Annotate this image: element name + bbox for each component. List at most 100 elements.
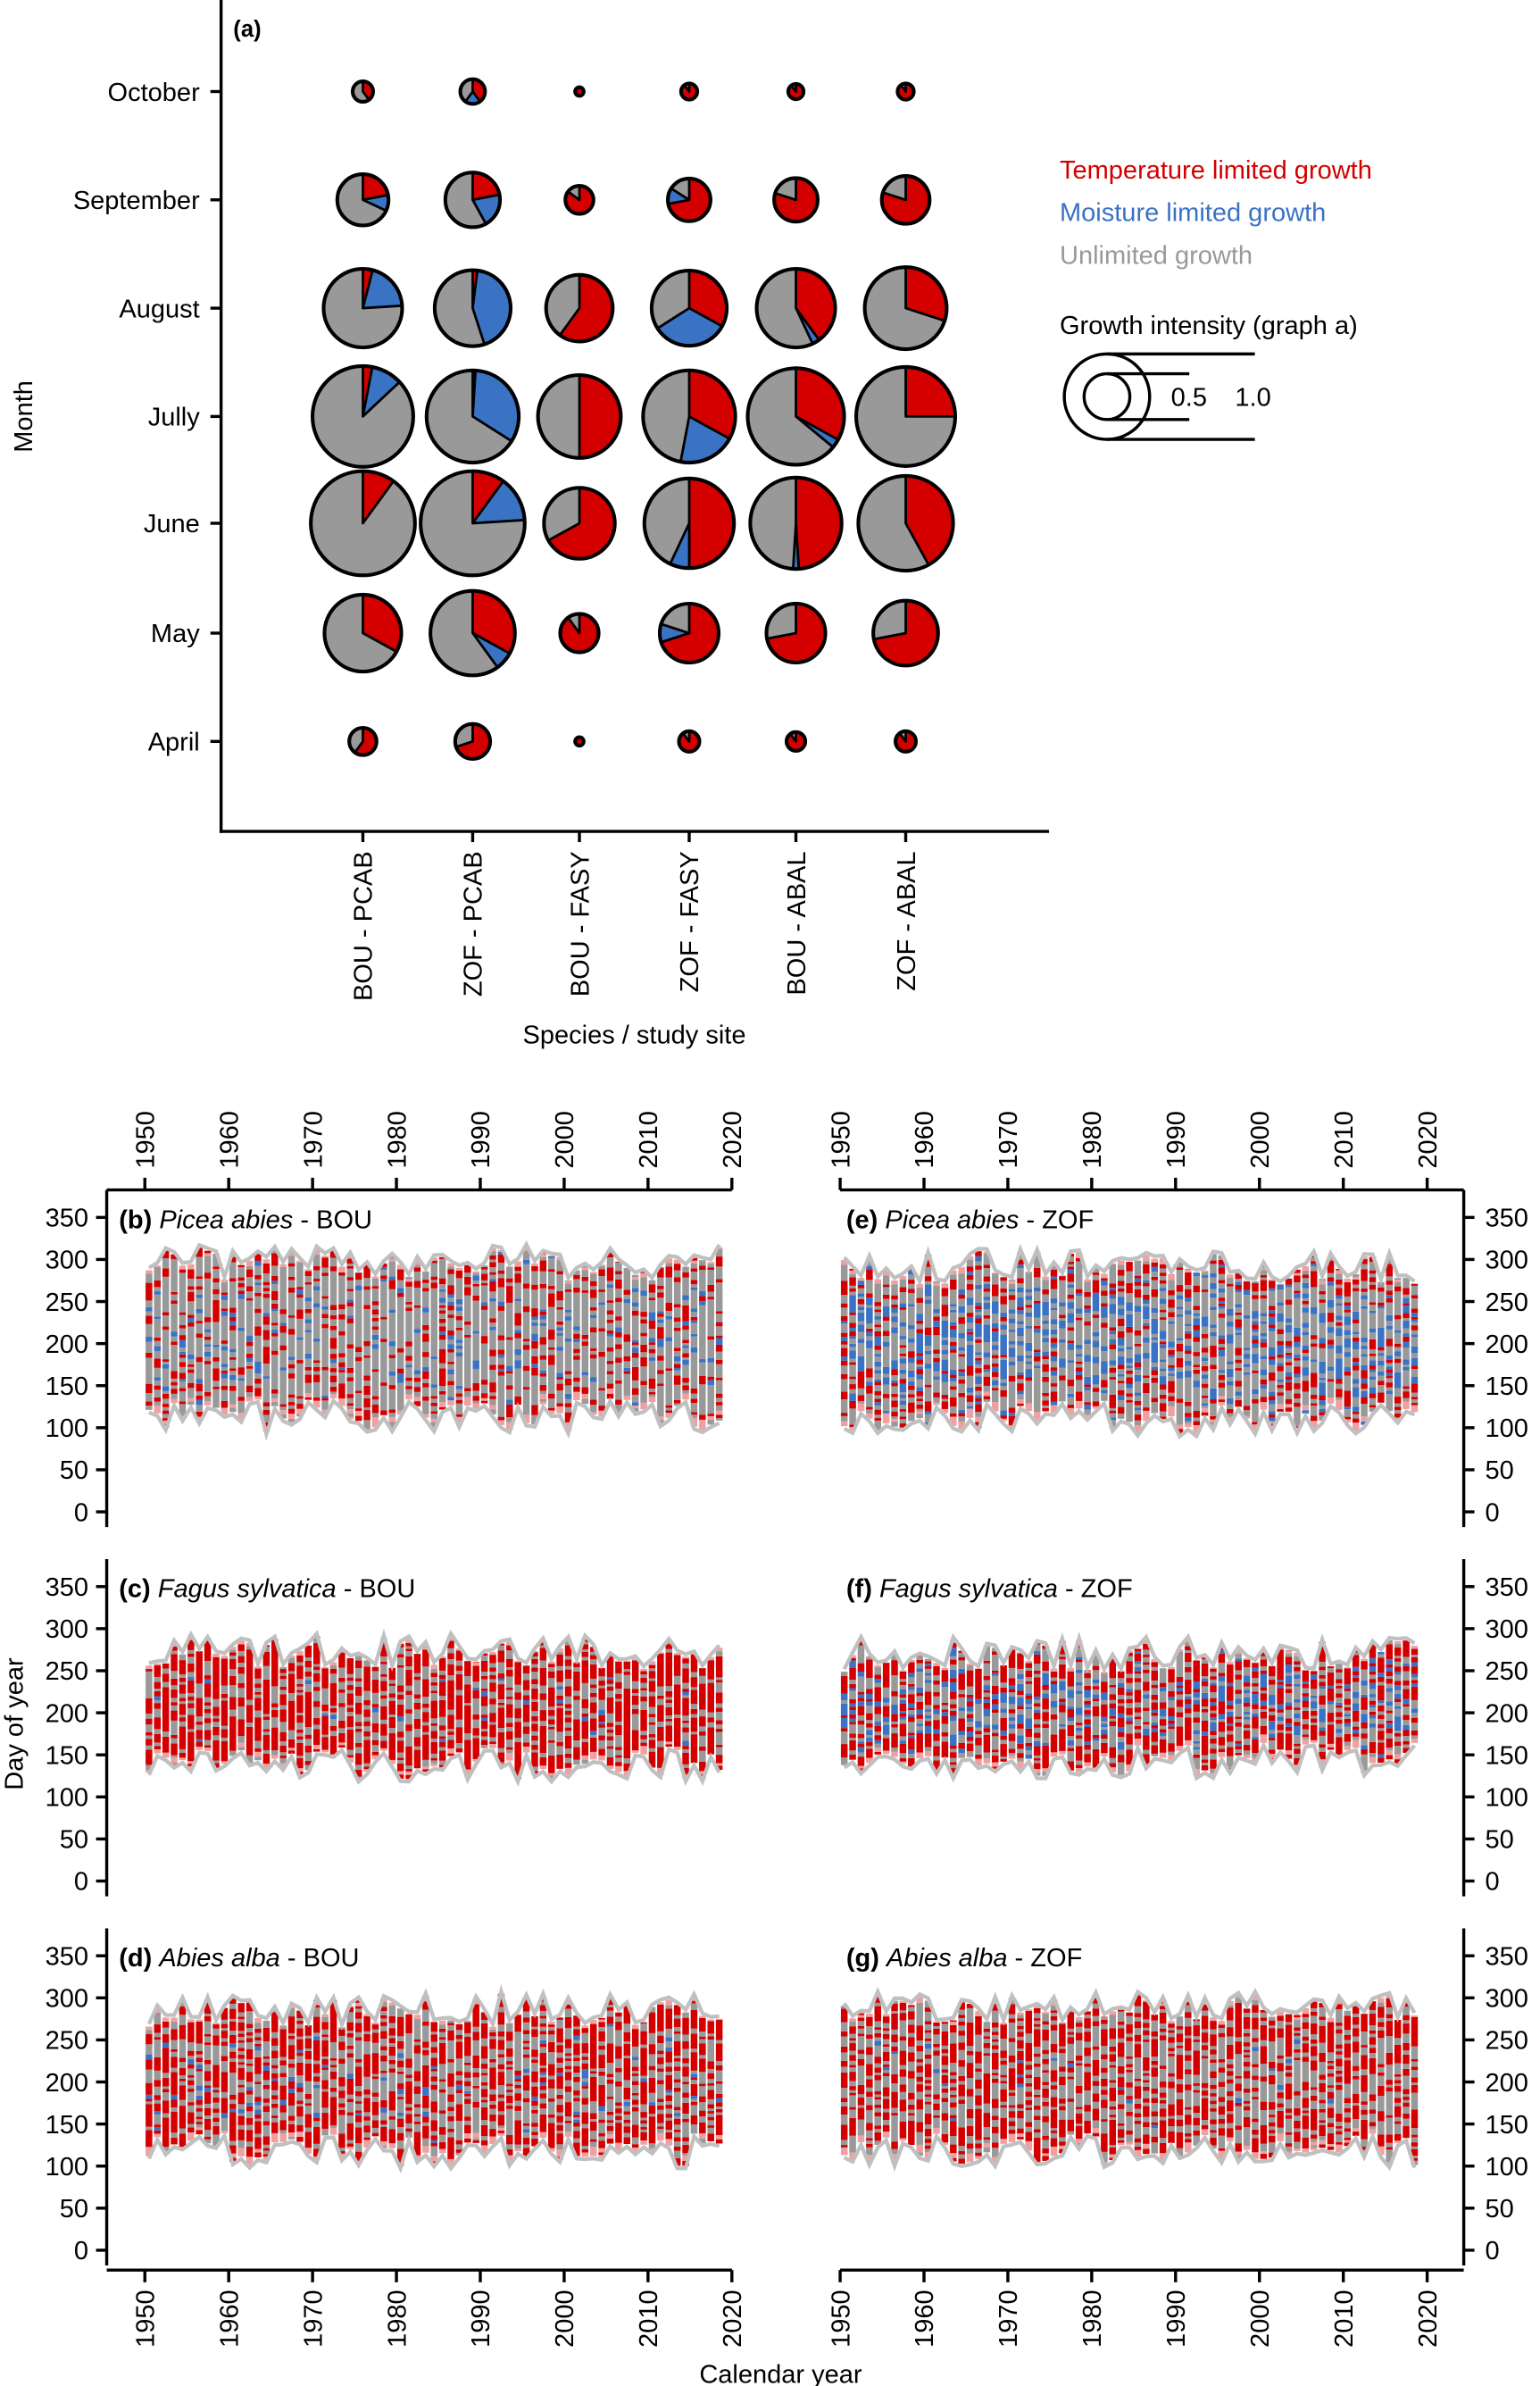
heat-cell (1109, 1410, 1117, 1414)
heat-cell (682, 1767, 689, 1775)
heat-cell (665, 2047, 673, 2052)
heat-cell (312, 1303, 320, 1308)
heat-cell (682, 1764, 689, 1768)
heat-cell (162, 1390, 170, 1394)
y-tick-label: 350 (46, 1573, 88, 1602)
heat-cell (539, 1390, 547, 1395)
heat-cell (581, 1267, 589, 1271)
heat-cell (321, 2089, 329, 2092)
heat-cell (162, 1258, 170, 1269)
heat-cell (589, 1289, 597, 1298)
heat-cell (413, 1381, 421, 1388)
heat-cell (673, 2015, 681, 2019)
heat-cell (640, 2081, 647, 2105)
heat-cell (606, 1656, 614, 1678)
heat-cell (573, 2026, 580, 2030)
heat-cell (464, 2022, 471, 2033)
heat-cell (430, 1384, 438, 1388)
heat-cell (682, 1752, 689, 1764)
heat-cell (254, 1335, 262, 1363)
heat-cell (1008, 1291, 1016, 1296)
pie-chart (856, 473, 955, 573)
heat-cell (371, 1671, 379, 1680)
heat-cell (171, 2017, 178, 2022)
heat-cell (154, 1401, 162, 1406)
heat-cell (229, 2061, 237, 2073)
heat-cell (196, 2019, 203, 2022)
pie-outline (347, 725, 379, 757)
heat-cell (899, 1405, 907, 1410)
heat-cell (447, 1680, 454, 1710)
heat-cell (673, 2132, 681, 2138)
heat-cell (966, 1259, 974, 1267)
heat-cell (715, 1731, 723, 1745)
heat-cell (1067, 1322, 1075, 1328)
heat-cell (489, 1267, 496, 1272)
heat-cell (606, 1690, 614, 1698)
heat-cell (699, 1301, 706, 1306)
heat-cell (413, 1281, 421, 1288)
heat-cell (405, 1394, 412, 1400)
heat-cell (354, 1390, 362, 1394)
heat-cell (447, 2086, 454, 2095)
heat-cell (430, 2156, 438, 2162)
heat-cell (212, 1299, 220, 1322)
heat-cell (648, 1668, 656, 1672)
heat-cell (312, 2081, 320, 2085)
heat-cell (312, 1701, 320, 1707)
heat-cell (606, 1686, 614, 1691)
heat-cell (564, 1645, 572, 1656)
heat-cell (589, 1381, 597, 1400)
heat-cell (287, 2016, 296, 2033)
heat-cell (246, 1392, 254, 1397)
heat-cell (631, 2073, 639, 2076)
heat-cell (992, 1331, 999, 1342)
heat-cell (321, 2058, 329, 2065)
heat-cell (221, 1658, 229, 1686)
heat-cell (396, 1280, 404, 1289)
heat-cell (354, 1668, 362, 1679)
heat-cell (472, 1275, 479, 1281)
heat-cell (354, 1681, 362, 1687)
heat-cell (1117, 1288, 1125, 1292)
heat-cell (405, 1341, 412, 1347)
heat-cell (506, 2149, 513, 2156)
heat-cell (615, 1757, 622, 1763)
heat-cell (514, 1333, 521, 1339)
panel-site: - BOU (293, 1206, 372, 1234)
heat-cell (246, 2011, 254, 2024)
y-tick-label: 350 (46, 1205, 88, 1233)
heat-cell (304, 1358, 312, 1367)
heat-cell (531, 1340, 538, 1349)
heat-cell (950, 1369, 957, 1375)
heat-cell (438, 1679, 446, 1682)
heat-cell (631, 1274, 639, 1278)
heat-cell (262, 2089, 271, 2099)
heat-cell (539, 1314, 547, 1320)
heat-cell (204, 1336, 212, 1340)
heat-cell (615, 1348, 622, 1358)
heat-cell (480, 1736, 488, 1740)
heat-cell (623, 1289, 631, 1295)
heat-cell (396, 1691, 404, 1695)
heat-cell (246, 1705, 254, 1723)
heat-cell (690, 2083, 698, 2097)
heat-cell (564, 1757, 572, 1764)
heat-cell (992, 1358, 999, 1364)
heat-cell (640, 1344, 647, 1353)
heat-cell (497, 1684, 505, 1700)
heat-cell (430, 1406, 438, 1412)
heat-cell (690, 2033, 698, 2049)
heat-cell (229, 1390, 237, 1405)
heat-cell (648, 1691, 656, 1697)
heat-cell (438, 2031, 446, 2038)
heat-cell (154, 2130, 162, 2134)
heat-cell (354, 2062, 362, 2067)
heat-cell (707, 1270, 714, 1285)
heat-cell (556, 1274, 563, 1291)
heat-cell (657, 1747, 664, 1768)
heat-cell (908, 1289, 915, 1294)
heat-cell (589, 2121, 597, 2132)
heat-cell (396, 1667, 404, 1686)
heat-cell (447, 2062, 454, 2073)
